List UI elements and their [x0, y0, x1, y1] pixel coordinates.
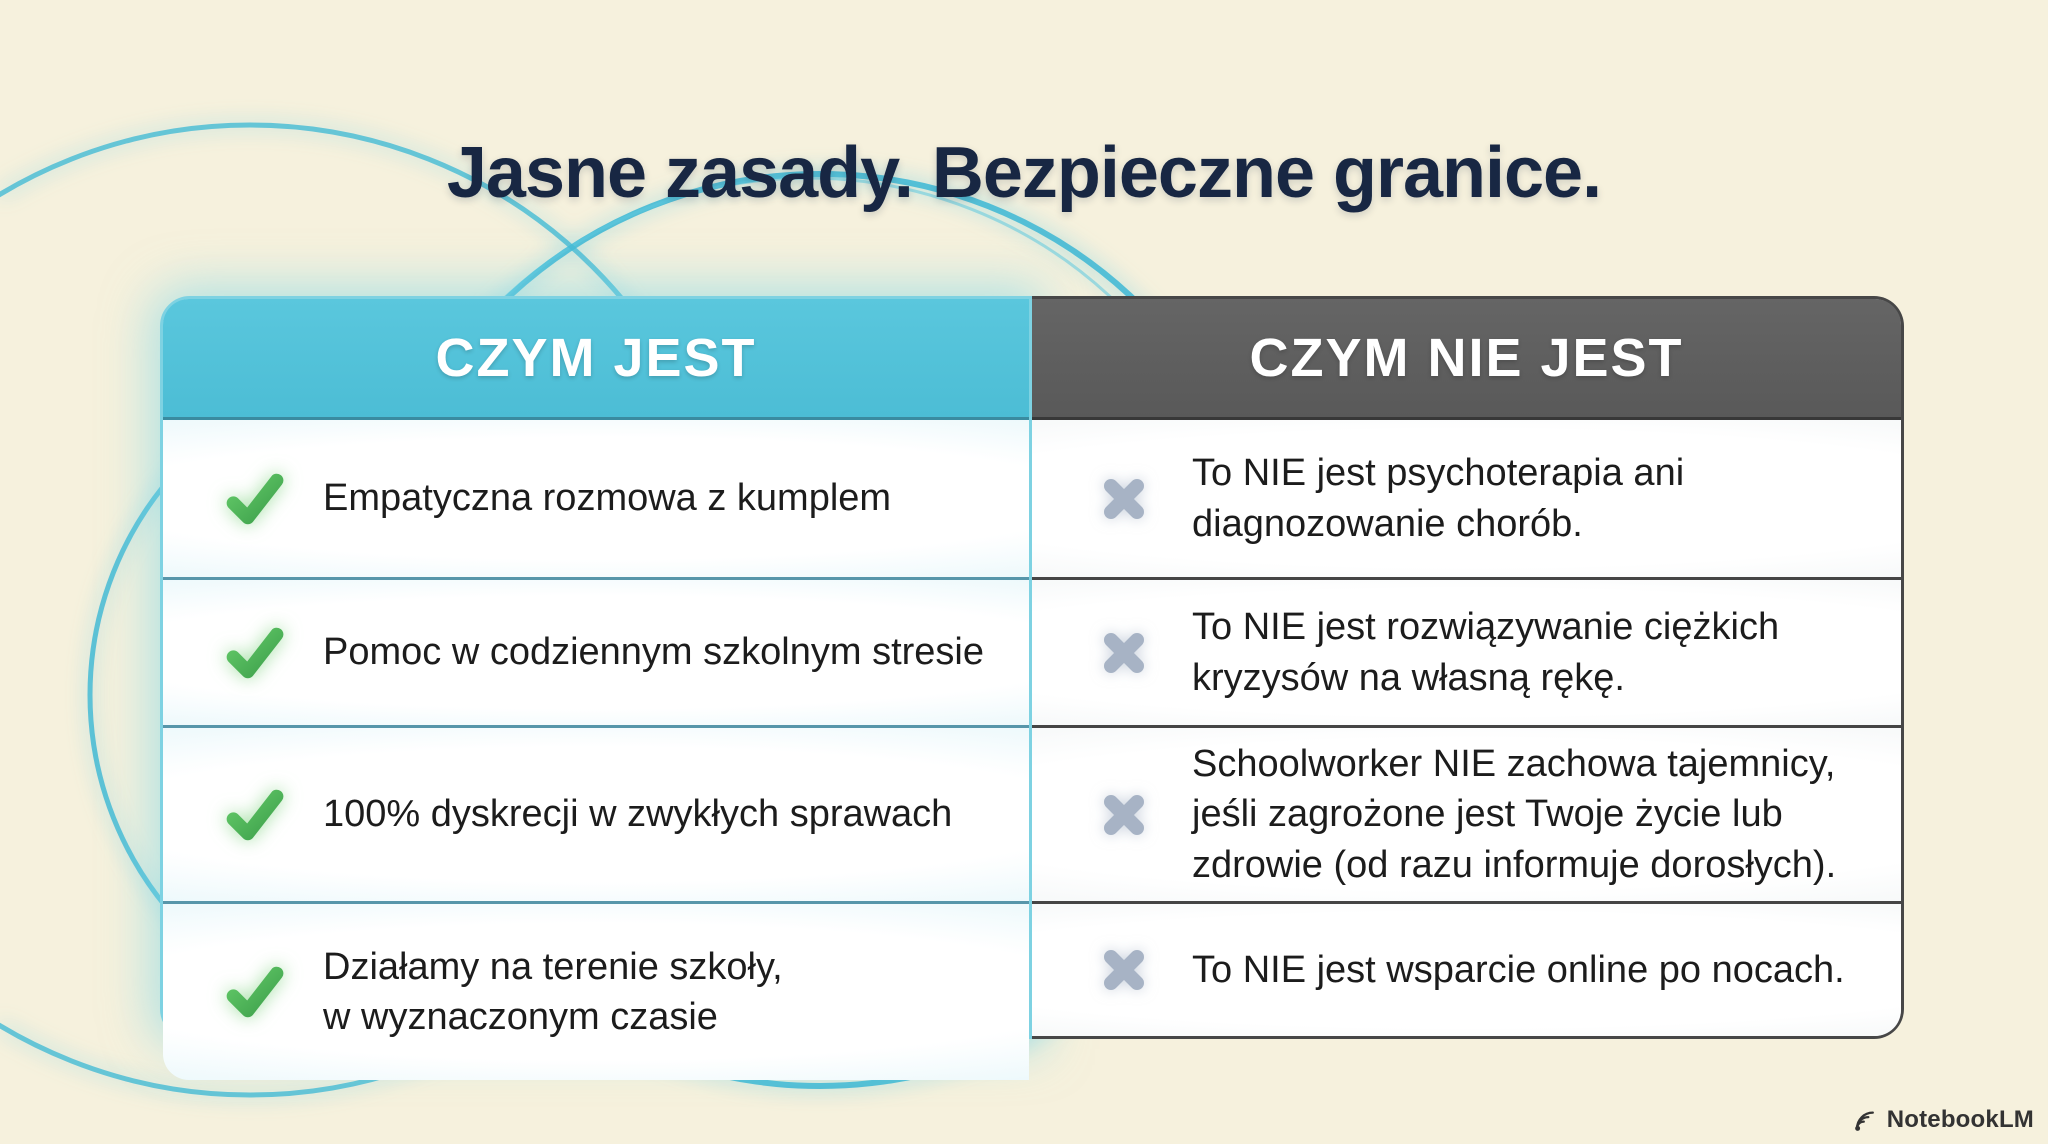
check-icon: [221, 466, 287, 532]
table-row: 100% dyskrecji w zwykłych sprawach: [163, 728, 1029, 904]
row-label: 100% dyskrecji w zwykłych sprawach: [323, 793, 953, 836]
check-icon: [221, 782, 287, 848]
row-label: To NIE jest wsparcie online po nocach.: [1192, 948, 1845, 991]
page-title: Jasne zasady. Bezpieczne granice.: [446, 133, 1602, 214]
table-row: To NIE jest rozwiązywanie ciężkich kryzy…: [1032, 580, 1901, 728]
row-label: To NIE jest psychoterapia ani diagnozowa…: [1192, 452, 1685, 545]
row-label: Empatyczna rozmowa z kumplem: [323, 477, 892, 520]
table-row: Schoolworker NIE zachowa tajemnicy, jeśl…: [1032, 728, 1901, 904]
check-icon: [221, 620, 287, 686]
check-icon: [221, 959, 287, 1025]
left-rows: Empatyczna rozmowa z kumplem Pomoc w cod…: [163, 420, 1029, 1081]
table-row: To NIE jest psychoterapia ani diagnozowa…: [1032, 420, 1901, 580]
left-column-header: CZYM JEST: [163, 299, 1029, 420]
x-icon: [1096, 471, 1152, 527]
table-row: Działamy na terenie szkoły, w wyznaczony…: [163, 904, 1029, 1081]
x-icon: [1096, 942, 1152, 998]
x-icon: [1096, 787, 1152, 843]
right-column-header: CZYM NIE JEST: [1032, 299, 1901, 420]
notebooklm-watermark: NotebookLM: [1852, 1106, 2034, 1134]
row-label: Pomoc w codziennym szkolnym stresie: [323, 631, 984, 674]
row-label: Schoolworker NIE zachowa tajemnicy, jeśl…: [1192, 743, 1837, 886]
comparison-table: CZYM JEST Empatyczna rozmowa z kumplem: [160, 296, 1904, 1081]
table-row: Empatyczna rozmowa z kumplem: [163, 420, 1029, 580]
row-label: Działamy na terenie szkoły, w wyznaczony…: [323, 946, 783, 1039]
row-label: To NIE jest rozwiązywanie ciężkich kryzy…: [1192, 606, 1780, 699]
column-what-it-is-not: CZYM NIE JEST To NIE jest psychoterapia …: [1032, 296, 1904, 1039]
column-what-it-is: CZYM JEST Empatyczna rozmowa z kumplem: [160, 296, 1032, 1081]
notebooklm-icon: [1854, 1111, 1874, 1131]
watermark-label: NotebookLM: [1886, 1106, 2034, 1133]
right-rows: To NIE jest psychoterapia ani diagnozowa…: [1032, 420, 1901, 1036]
x-icon: [1096, 625, 1152, 681]
table-row: Pomoc w codziennym szkolnym stresie: [163, 580, 1029, 728]
table-row: To NIE jest wsparcie online po nocach.: [1032, 904, 1901, 1036]
